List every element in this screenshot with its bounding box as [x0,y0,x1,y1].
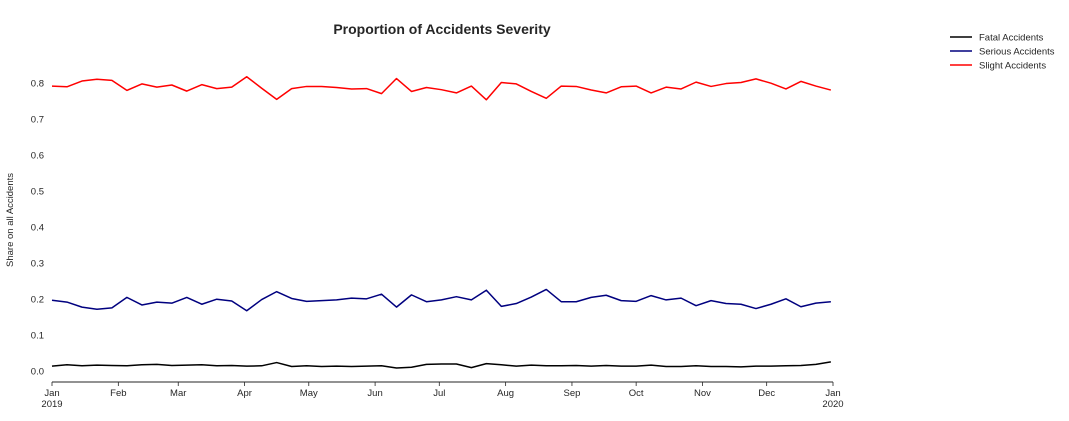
y-tick-label: 0.7 [31,115,44,126]
chart-title: Proportion of Accidents Severity [333,21,551,37]
y-axis-label: Share on all Accidents [5,173,16,267]
y-tick-label: 0.6 [31,151,44,162]
x-tick-label: May [300,388,318,399]
legend: Fatal Accidents Serious Accidents Slight A… [950,33,1055,72]
y-tick-label: 0.5 [31,187,44,198]
legend-label-slight-accidents: Slight Accidents [979,61,1046,72]
x-tick-label: Dec [758,388,775,399]
y-tick-label: 0.2 [31,295,44,306]
series-line-fatal-accidents [51,361,831,369]
y-tick-label: 0.4 [31,223,44,234]
x-tick-label: Aug [497,388,514,399]
y-tick-label: 0.3 [31,259,44,270]
series-layer [51,75,832,369]
y-tick-label: 0.0 [31,367,44,378]
x-tick-label: Apr [237,388,252,399]
series-line-serious-accidents [51,288,831,312]
x-tick-label: Nov [694,388,711,399]
x-tick-year-label: 2019 [41,399,62,410]
x-tick-label: Jun [367,388,382,399]
y-tick-label: 0.8 [31,79,44,90]
x-tick-label: Sep [564,388,581,399]
x-tick-year-label: 2020 [822,399,843,410]
x-tick-label: Jan [825,388,840,399]
x-tick-label: Jul [433,388,445,399]
y-ticks: 0.0 0.1 0.2 0.3 0.4 0.5 0.6 0.7 0.8 [31,79,44,378]
legend-label-fatal-accidents: Fatal Accidents [979,33,1044,44]
x-tick-label: Jan [44,388,59,399]
legend-label-serious-accidents: Serious Accidents [979,47,1055,58]
x-tick-label: Oct [629,388,644,399]
series-line-slight-accidents [51,75,832,101]
y-tick-label: 0.1 [31,331,44,342]
x-tick-label: Mar [170,388,186,399]
x-tick-label: Feb [110,388,126,399]
